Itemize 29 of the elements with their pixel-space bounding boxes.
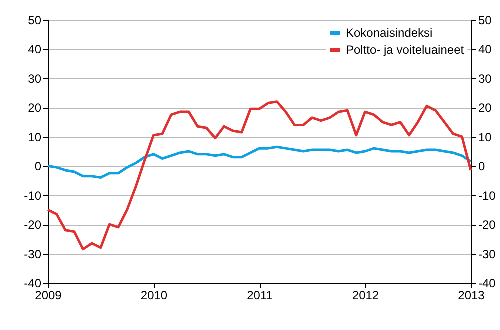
y2-tick-label: 20 (478, 101, 492, 116)
y-tick-label: -40 (24, 276, 42, 290)
y-tick-label: 30 (28, 72, 42, 86)
y-tick-label: -20 (24, 218, 42, 232)
y-tick-label: 20 (28, 101, 42, 116)
legend-label: Poltto- ja voiteluaineet (346, 43, 465, 57)
y2-tick-label: -10 (478, 188, 496, 203)
y-tick-label: 50 (28, 14, 42, 28)
y2-tick-label: 0 (478, 160, 486, 174)
y2-tick-label: -40 (478, 276, 496, 290)
legend-label: Kokonaisindeksi (346, 26, 433, 40)
x-tick-label: 2013 (458, 288, 486, 302)
y2-tick-label: 30 (478, 72, 492, 86)
y-tick-label: 0 (34, 160, 42, 174)
y2-tick-label: -20 (478, 218, 496, 232)
x-tick-label: 2011 (247, 288, 274, 302)
line-series (46, 146, 472, 180)
y-tick-label: 40 (28, 42, 42, 57)
y2-tick-label: 10 (478, 130, 492, 144)
y-tick-label: 10 (28, 130, 42, 144)
y2-tick-label: 40 (478, 42, 492, 57)
x-tick-label: 2010 (140, 288, 168, 302)
x-tick-label: 2009 (35, 288, 62, 302)
y-tick-label: -10 (24, 188, 42, 203)
y-tick-label: -30 (24, 247, 42, 262)
x-tick-label: 2012 (352, 288, 380, 302)
y2-tick-label: -30 (478, 247, 496, 262)
y2-tick-label: 50 (478, 14, 492, 28)
line-series (46, 100, 472, 251)
